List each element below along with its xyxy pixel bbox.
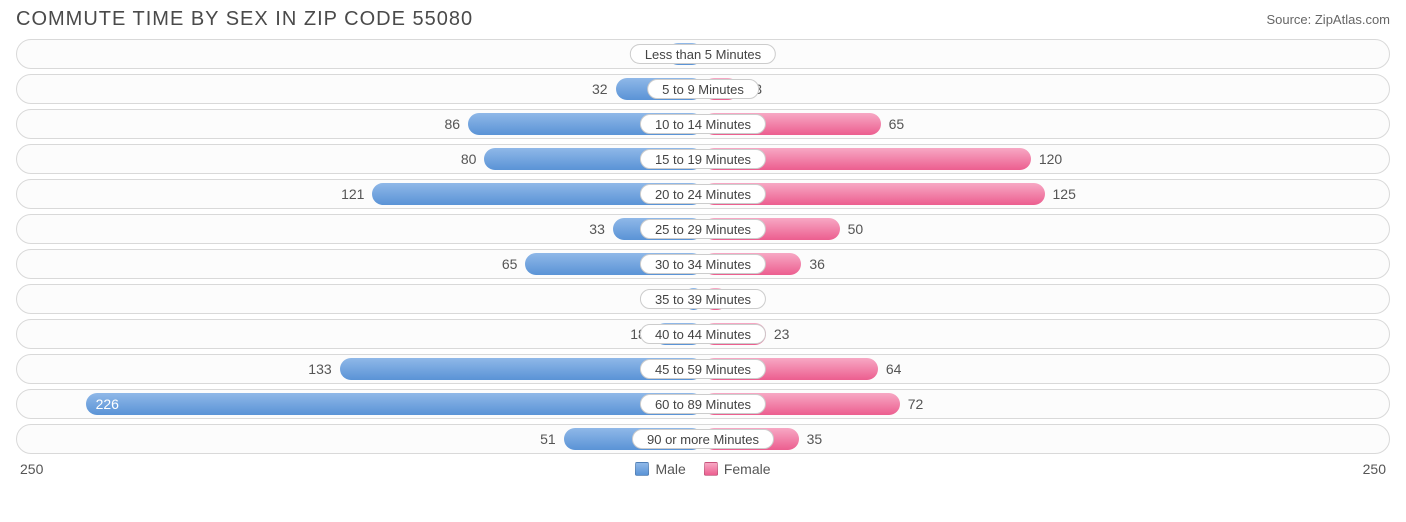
chart-plot-area: 130Less than 5 Minutes 32135 to 9 Minutes… <box>12 39 1394 454</box>
value-label-female: 125 <box>1045 183 1076 205</box>
value-label-female: 35 <box>799 428 823 450</box>
category-pill: 35 to 39 Minutes <box>640 289 766 309</box>
legend-label-male: Male <box>655 461 685 477</box>
value-label-male: 226 <box>86 393 703 415</box>
source-attribution: Source: ZipAtlas.com <box>1266 12 1390 27</box>
value-label-male: 121 <box>341 183 372 205</box>
category-pill: 40 to 44 Minutes <box>640 324 766 344</box>
category-pill: 10 to 14 Minutes <box>640 114 766 134</box>
value-label-male: 51 <box>540 428 564 450</box>
legend-item-male: Male <box>635 461 685 477</box>
chart-row: 32135 to 9 Minutes <box>16 74 1390 104</box>
chart-row: 130Less than 5 Minutes <box>16 39 1390 69</box>
chart-row: 121 125 20 to 24 Minutes <box>16 179 1390 209</box>
category-pill: 15 to 19 Minutes <box>640 149 766 169</box>
category-pill: Less than 5 Minutes <box>630 44 776 64</box>
value-label-male: 33 <box>589 218 613 240</box>
value-label-female: 50 <box>840 218 864 240</box>
chart-footer: 250 Male Female 250 <box>12 459 1394 477</box>
category-pill: 5 to 9 Minutes <box>647 79 759 99</box>
legend-label-female: Female <box>724 461 771 477</box>
category-pill: 90 or more Minutes <box>632 429 774 449</box>
chart-row: 33 50 25 to 29 Minutes <box>16 214 1390 244</box>
value-label-female: 72 <box>900 393 924 415</box>
value-label-male: 86 <box>444 113 468 135</box>
chart-row: 7935 to 39 Minutes <box>16 284 1390 314</box>
legend-swatch-male <box>635 462 649 476</box>
value-label-female: 23 <box>766 323 790 345</box>
chart-row: 80 120 15 to 19 Minutes <box>16 144 1390 174</box>
chart-row: 226 72 60 to 89 Minutes <box>16 389 1390 419</box>
chart-row: 86 65 10 to 14 Minutes <box>16 109 1390 139</box>
value-label-female: 65 <box>881 113 905 135</box>
axis-max-right: 250 <box>1363 461 1386 477</box>
chart-row: 133 64 45 to 59 Minutes <box>16 354 1390 384</box>
legend-item-female: Female <box>704 461 771 477</box>
chart-title: COMMUTE TIME BY SEX IN ZIP CODE 55080 <box>16 8 473 31</box>
chart-row: 65 36 30 to 34 Minutes <box>16 249 1390 279</box>
chart-header: COMMUTE TIME BY SEX IN ZIP CODE 55080 So… <box>12 8 1394 39</box>
value-label-male: 133 <box>308 358 339 380</box>
category-pill: 60 to 89 Minutes <box>640 394 766 414</box>
category-pill: 25 to 29 Minutes <box>640 219 766 239</box>
chart-row: 182340 to 44 Minutes <box>16 319 1390 349</box>
category-pill: 45 to 59 Minutes <box>640 359 766 379</box>
category-pill: 20 to 24 Minutes <box>640 184 766 204</box>
value-label-female: 120 <box>1031 148 1062 170</box>
legend-swatch-female <box>704 462 718 476</box>
legend: Male Female <box>635 461 770 477</box>
value-label-male: 80 <box>461 148 485 170</box>
chart-row: 51 35 90 or more Minutes <box>16 424 1390 454</box>
category-pill: 30 to 34 Minutes <box>640 254 766 274</box>
chart-container: COMMUTE TIME BY SEX IN ZIP CODE 55080 So… <box>0 0 1406 522</box>
value-label-female: 36 <box>801 253 825 275</box>
value-label-female: 64 <box>878 358 902 380</box>
axis-max-left: 250 <box>20 461 43 477</box>
value-label-male: 65 <box>502 253 526 275</box>
value-label-male: 32 <box>592 78 616 100</box>
